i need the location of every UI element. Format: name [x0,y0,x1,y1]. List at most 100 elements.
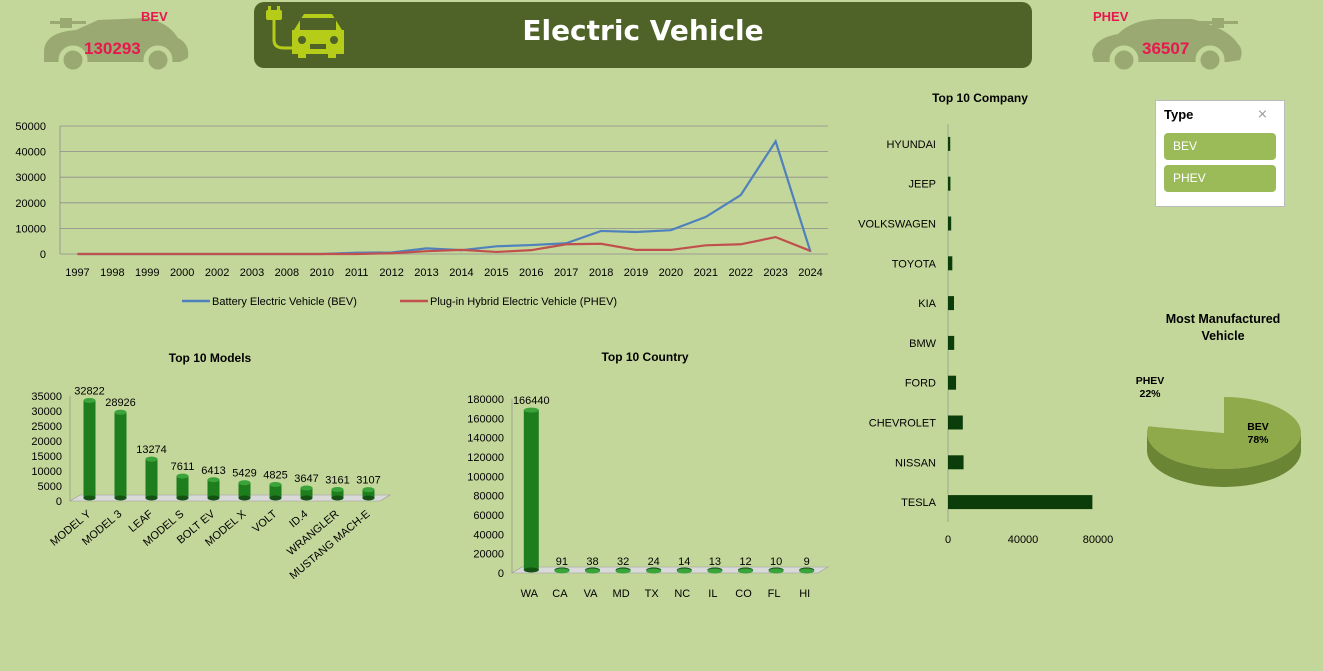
y-tick-label: 160000 [467,413,504,425]
bar [176,476,189,498]
bar [83,400,96,498]
slicer-item-phev[interactable]: PHEV [1164,165,1276,192]
x-tick-label: 1998 [100,267,124,279]
bar-cap [238,480,251,486]
data-label: 3647 [294,473,318,485]
x-tick-label: 2019 [624,267,648,279]
pie-label: PHEV [1136,375,1165,387]
bar-cap [83,398,96,404]
y-tick-label: 10000 [31,466,62,478]
y-tick-label: 0 [40,249,46,261]
x-tick-label: 2012 [379,267,403,279]
y-tick-label: 0 [56,496,62,508]
x-tick-label: 2021 [694,267,718,279]
bar [114,412,127,498]
y-tick-label: JEEP [908,179,936,191]
bar-cap [738,568,753,574]
x-tick-label: 0 [945,534,951,546]
y-tick-label: 40000 [15,147,46,159]
x-tick-label: 2010 [310,267,334,279]
y-tick-label: VOLKSWAGEN [858,219,936,231]
y-tick-label: 140000 [467,433,504,445]
y-tick-label: BMW [909,338,937,350]
page-title: Electric Vehicle [522,14,764,47]
x-tick-label: 2016 [519,267,543,279]
x-tick-label: 2000 [170,267,194,279]
bar-cap [269,482,282,488]
bar-cap [207,477,220,483]
x-tick-label: FL [768,588,781,600]
bar [523,410,539,570]
y-tick-label: 30000 [15,172,46,184]
bar-cap [585,568,600,574]
x-tick-label: VA [584,588,599,600]
y-tick-label: 100000 [467,471,504,483]
slicer-item-bev[interactable]: BEV [1164,133,1276,160]
bar [238,482,251,498]
series-line-bev [77,138,812,256]
x-tick-label: 2023 [763,267,787,279]
bar-base [114,495,127,501]
phev-kpi-label: PHEV [1093,9,1129,24]
y-tick-label: KIA [918,298,936,310]
y-tick-label: 180000 [467,394,504,406]
pie-slice-phev [1148,397,1224,433]
bar-cap [615,568,631,574]
x-tick-label: 1999 [135,267,159,279]
x-tick-label: 2008 [275,267,299,279]
country-chart-title: Top 10 Country [601,350,689,364]
bar [948,256,953,271]
bar-cap [114,409,127,415]
bev-car-icon [44,18,189,75]
data-label: 91 [556,556,568,568]
x-tick-label: TX [645,588,660,600]
legend-label: Battery Electric Vehicle (BEV) [212,296,357,308]
bar [948,296,954,311]
bar-cap [145,456,158,462]
x-tick-label: 2015 [484,267,508,279]
x-tick-label: MD [613,588,630,600]
x-tick-label: HI [799,588,810,600]
y-tick-label: 0 [498,568,504,580]
pie-chart-title: Most Manufactured Vehicle [1165,312,1281,343]
data-label: 24 [648,556,660,568]
data-label: 4825 [263,470,287,482]
y-tick-label: TESLA [901,497,937,509]
type-slicer: Type ⨯ BEV PHEV [1155,100,1285,207]
bar-base [362,495,375,501]
y-tick-label: CHEVROLET [869,418,937,430]
pie-percent: 22% [1139,388,1161,400]
data-label: 38 [586,556,598,568]
y-tick-label: 40000 [473,529,504,541]
data-label: 6413 [201,465,225,477]
bar-cap [707,568,723,574]
bar-base [83,495,96,501]
pie-percent: 78% [1247,434,1269,446]
x-tick-label: 2011 [345,267,369,279]
x-tick-label: 2018 [589,267,613,279]
bar-cap [799,568,815,574]
bar [948,455,964,470]
x-tick-label: 80000 [1083,534,1114,546]
y-tick-label: 25000 [31,421,62,433]
x-tick-label: 2014 [449,267,473,279]
data-label: 28926 [105,397,136,409]
bar [300,488,313,498]
x-tick-label: IL [708,588,717,600]
clear-filter-icon[interactable]: ⨯ [1257,106,1268,121]
bar [145,459,158,498]
bar [331,489,344,498]
x-tick-label: WA [521,588,539,600]
data-label: 3161 [325,475,349,487]
bar-cap [554,568,570,574]
data-label: 5429 [232,468,256,480]
x-tick-label: 2020 [659,267,683,279]
bar [362,489,375,498]
bar [948,415,963,430]
bar-cap [676,568,692,574]
y-tick-label: 30000 [31,406,62,418]
y-tick-label: 20000 [31,436,62,448]
x-tick-label: 2002 [205,267,229,279]
y-tick-label: 10000 [15,223,46,235]
